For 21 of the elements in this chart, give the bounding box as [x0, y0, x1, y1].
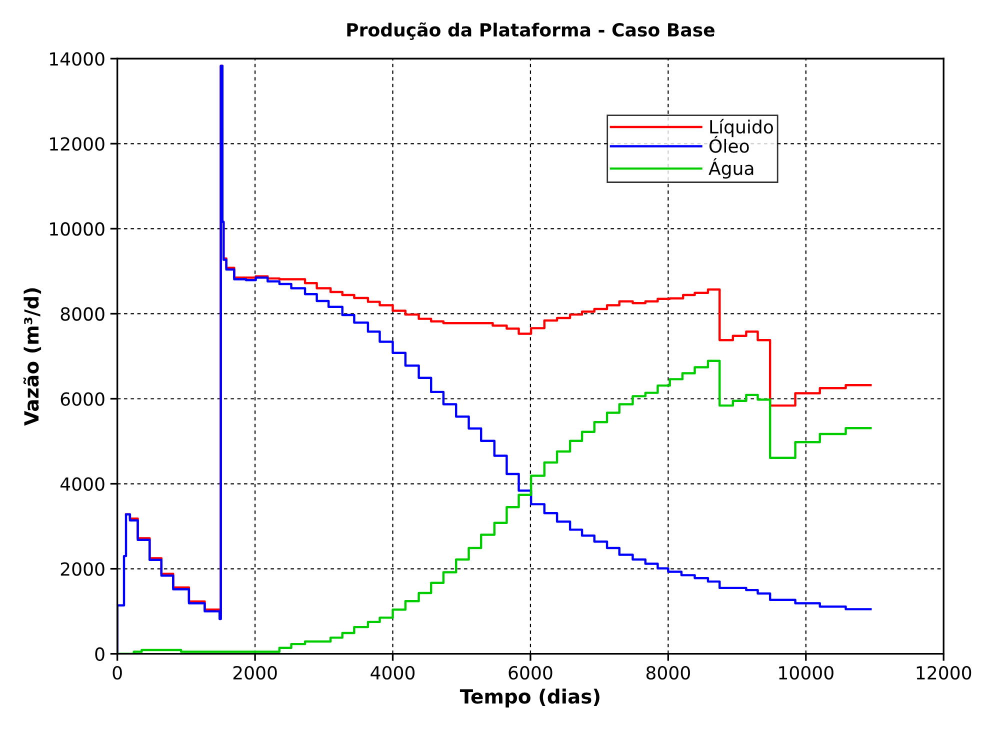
legend-label: Óleo — [709, 136, 749, 153]
y-tick-label: 10000 — [50, 222, 104, 236]
x-tick-label: 8000 — [646, 666, 690, 680]
y-tick-label: 8000 — [60, 307, 104, 321]
legend-label: Água — [708, 158, 754, 179]
x-axis-title: Tempo (dias) — [460, 688, 600, 708]
x-tick-label: 4000 — [370, 666, 415, 680]
y-tick-label: 12000 — [50, 137, 104, 151]
y-tick-label: 14000 — [50, 52, 104, 66]
y-tick-label: 6000 — [60, 392, 104, 406]
y-axis-title: Vazão (m³/d) — [23, 288, 42, 426]
legend-label: Líquido — [710, 118, 773, 138]
x-tick-label: 2000 — [233, 666, 277, 680]
x-tick-label: 0 — [112, 666, 122, 680]
chart-title: Produção da Plataforma - Caso Base — [347, 22, 714, 40]
y-tick-label: 4000 — [60, 477, 104, 491]
x-tick-label: 12000 — [916, 666, 972, 680]
y-tick-label: 2000 — [60, 562, 104, 576]
x-tick-label: 10000 — [779, 666, 834, 680]
x-tick-label: 6000 — [508, 666, 552, 680]
y-tick-label: 0 — [95, 647, 104, 661]
